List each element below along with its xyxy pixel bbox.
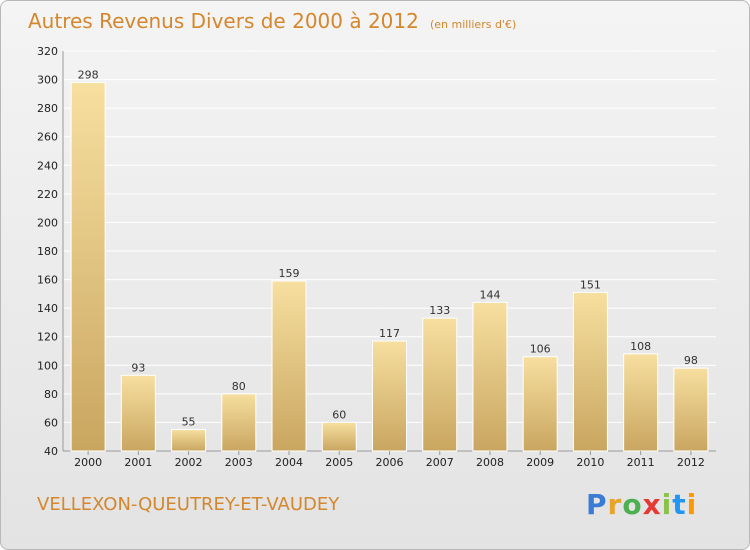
bar-2004: [271, 280, 307, 452]
x-tick-label-2002: 2002: [175, 456, 203, 469]
data-label-2001: 93: [131, 361, 145, 374]
y-tick-label: 140: [37, 302, 58, 315]
data-labels: 298 93 55 80 159 60 117 133 144 106 151 108 98: [78, 68, 698, 428]
y-tick-label: 100: [37, 359, 58, 372]
x-tick-label-2011: 2011: [627, 456, 655, 469]
x-tick-label-2006: 2006: [376, 456, 404, 469]
y-tick-label: 200: [37, 216, 58, 229]
data-label-2004: 159: [279, 267, 300, 280]
x-tick-labels: 2000 2001 2002 2003 2004 2005 2006 2007 2008 2009…: [74, 451, 705, 469]
y-tick-label: 300: [37, 74, 58, 87]
y-tick-label: 280: [37, 102, 58, 115]
data-label-2005: 60: [332, 408, 346, 421]
bar-2006: [372, 340, 407, 452]
x-tick-label-2000: 2000: [74, 456, 102, 469]
data-label-2009: 106: [530, 343, 551, 356]
unit-text: (en milliers d'€): [429, 18, 517, 31]
bars: [70, 81, 709, 452]
bar-2009: [522, 356, 558, 452]
commune-name: VELLEXON-QUEUTREY-ET-VAUDEY: [37, 494, 340, 515]
logo-letter: o: [622, 488, 643, 521]
y-tick-label: 160: [37, 274, 58, 287]
bar-2012: [673, 367, 709, 452]
y-tick-label: 320: [37, 45, 58, 58]
y-tick-label: 240: [37, 159, 58, 172]
x-tick-label-2009: 2009: [526, 456, 554, 469]
bar-2000: [70, 81, 106, 452]
y-tick-label: 180: [37, 245, 58, 258]
bar-2008: [472, 301, 508, 452]
x-tick-label-2008: 2008: [476, 456, 504, 469]
x-tick-label-2012: 2012: [677, 456, 705, 469]
logo-letter: x: [642, 488, 662, 521]
chart-title: Autres Revenus Divers de 2000 à 2012 (en…: [28, 9, 516, 33]
logo-letter: i: [661, 488, 673, 521]
data-label-2000: 298: [78, 68, 99, 81]
y-tick-label: 120: [37, 331, 58, 344]
title-text: Autres Revenus Divers de 2000 à 2012: [28, 9, 419, 33]
x-tick-label-2001: 2001: [124, 456, 152, 469]
y-tick-label: 220: [37, 188, 58, 201]
x-tick-label-2004: 2004: [275, 456, 303, 469]
logo-letter: P: [586, 488, 608, 521]
data-label-2008: 144: [479, 288, 500, 301]
bar-2002: [171, 429, 207, 452]
x-tick-label-2005: 2005: [325, 456, 353, 469]
y-tick-label: 80: [44, 388, 58, 401]
logo-letter: r: [607, 488, 623, 521]
logo-letter: t: [672, 488, 687, 521]
bar-2011: [623, 353, 659, 452]
logo-letter: i: [686, 488, 698, 521]
x-tick-label-2010: 2010: [576, 456, 604, 469]
data-label-2011: 108: [630, 340, 651, 353]
data-label-2007: 133: [429, 304, 450, 317]
bar-2001: [120, 374, 156, 452]
bar-2003: [221, 393, 257, 452]
y-tick-label: 260: [37, 131, 58, 144]
bar-2005: [321, 421, 357, 452]
proxiti-logo: Proxiti: [586, 488, 697, 521]
y-tick-labels: 40 60 80 100 120 140 160 180 200 220 240 260 280 300 3…: [37, 45, 58, 458]
data-label-2003: 80: [232, 380, 246, 393]
y-tick-label: 40: [44, 445, 58, 458]
data-label-2006: 117: [379, 327, 400, 340]
bar-2007: [422, 317, 458, 452]
data-label-2012: 98: [684, 354, 698, 367]
x-tick-label-2003: 2003: [225, 456, 253, 469]
bar-2010: [572, 291, 608, 452]
x-tick-label-2007: 2007: [426, 456, 454, 469]
y-tick-label: 60: [44, 416, 58, 429]
data-label-2010: 151: [580, 278, 601, 291]
data-label-2002: 55: [182, 416, 196, 429]
